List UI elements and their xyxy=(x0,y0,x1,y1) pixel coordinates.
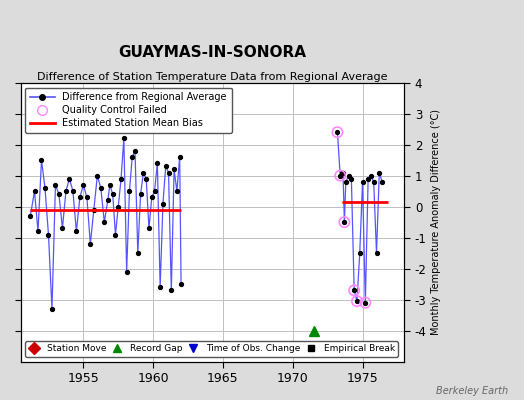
Legend: Station Move, Record Gap, Time of Obs. Change, Empirical Break: Station Move, Record Gap, Time of Obs. C… xyxy=(25,341,398,357)
Y-axis label: Monthly Temperature Anomaly Difference (°C): Monthly Temperature Anomaly Difference (… xyxy=(431,109,441,335)
Point xyxy=(361,300,369,306)
Point xyxy=(336,172,344,179)
Title: Difference of Station Temperature Data from Regional Average: Difference of Station Temperature Data f… xyxy=(37,72,388,82)
Text: GUAYMAS-IN-SONORA: GUAYMAS-IN-SONORA xyxy=(118,45,307,60)
Point xyxy=(340,219,348,225)
Point xyxy=(353,298,361,304)
Text: Berkeley Earth: Berkeley Earth xyxy=(436,386,508,396)
Point xyxy=(350,287,358,294)
Point xyxy=(333,129,342,136)
